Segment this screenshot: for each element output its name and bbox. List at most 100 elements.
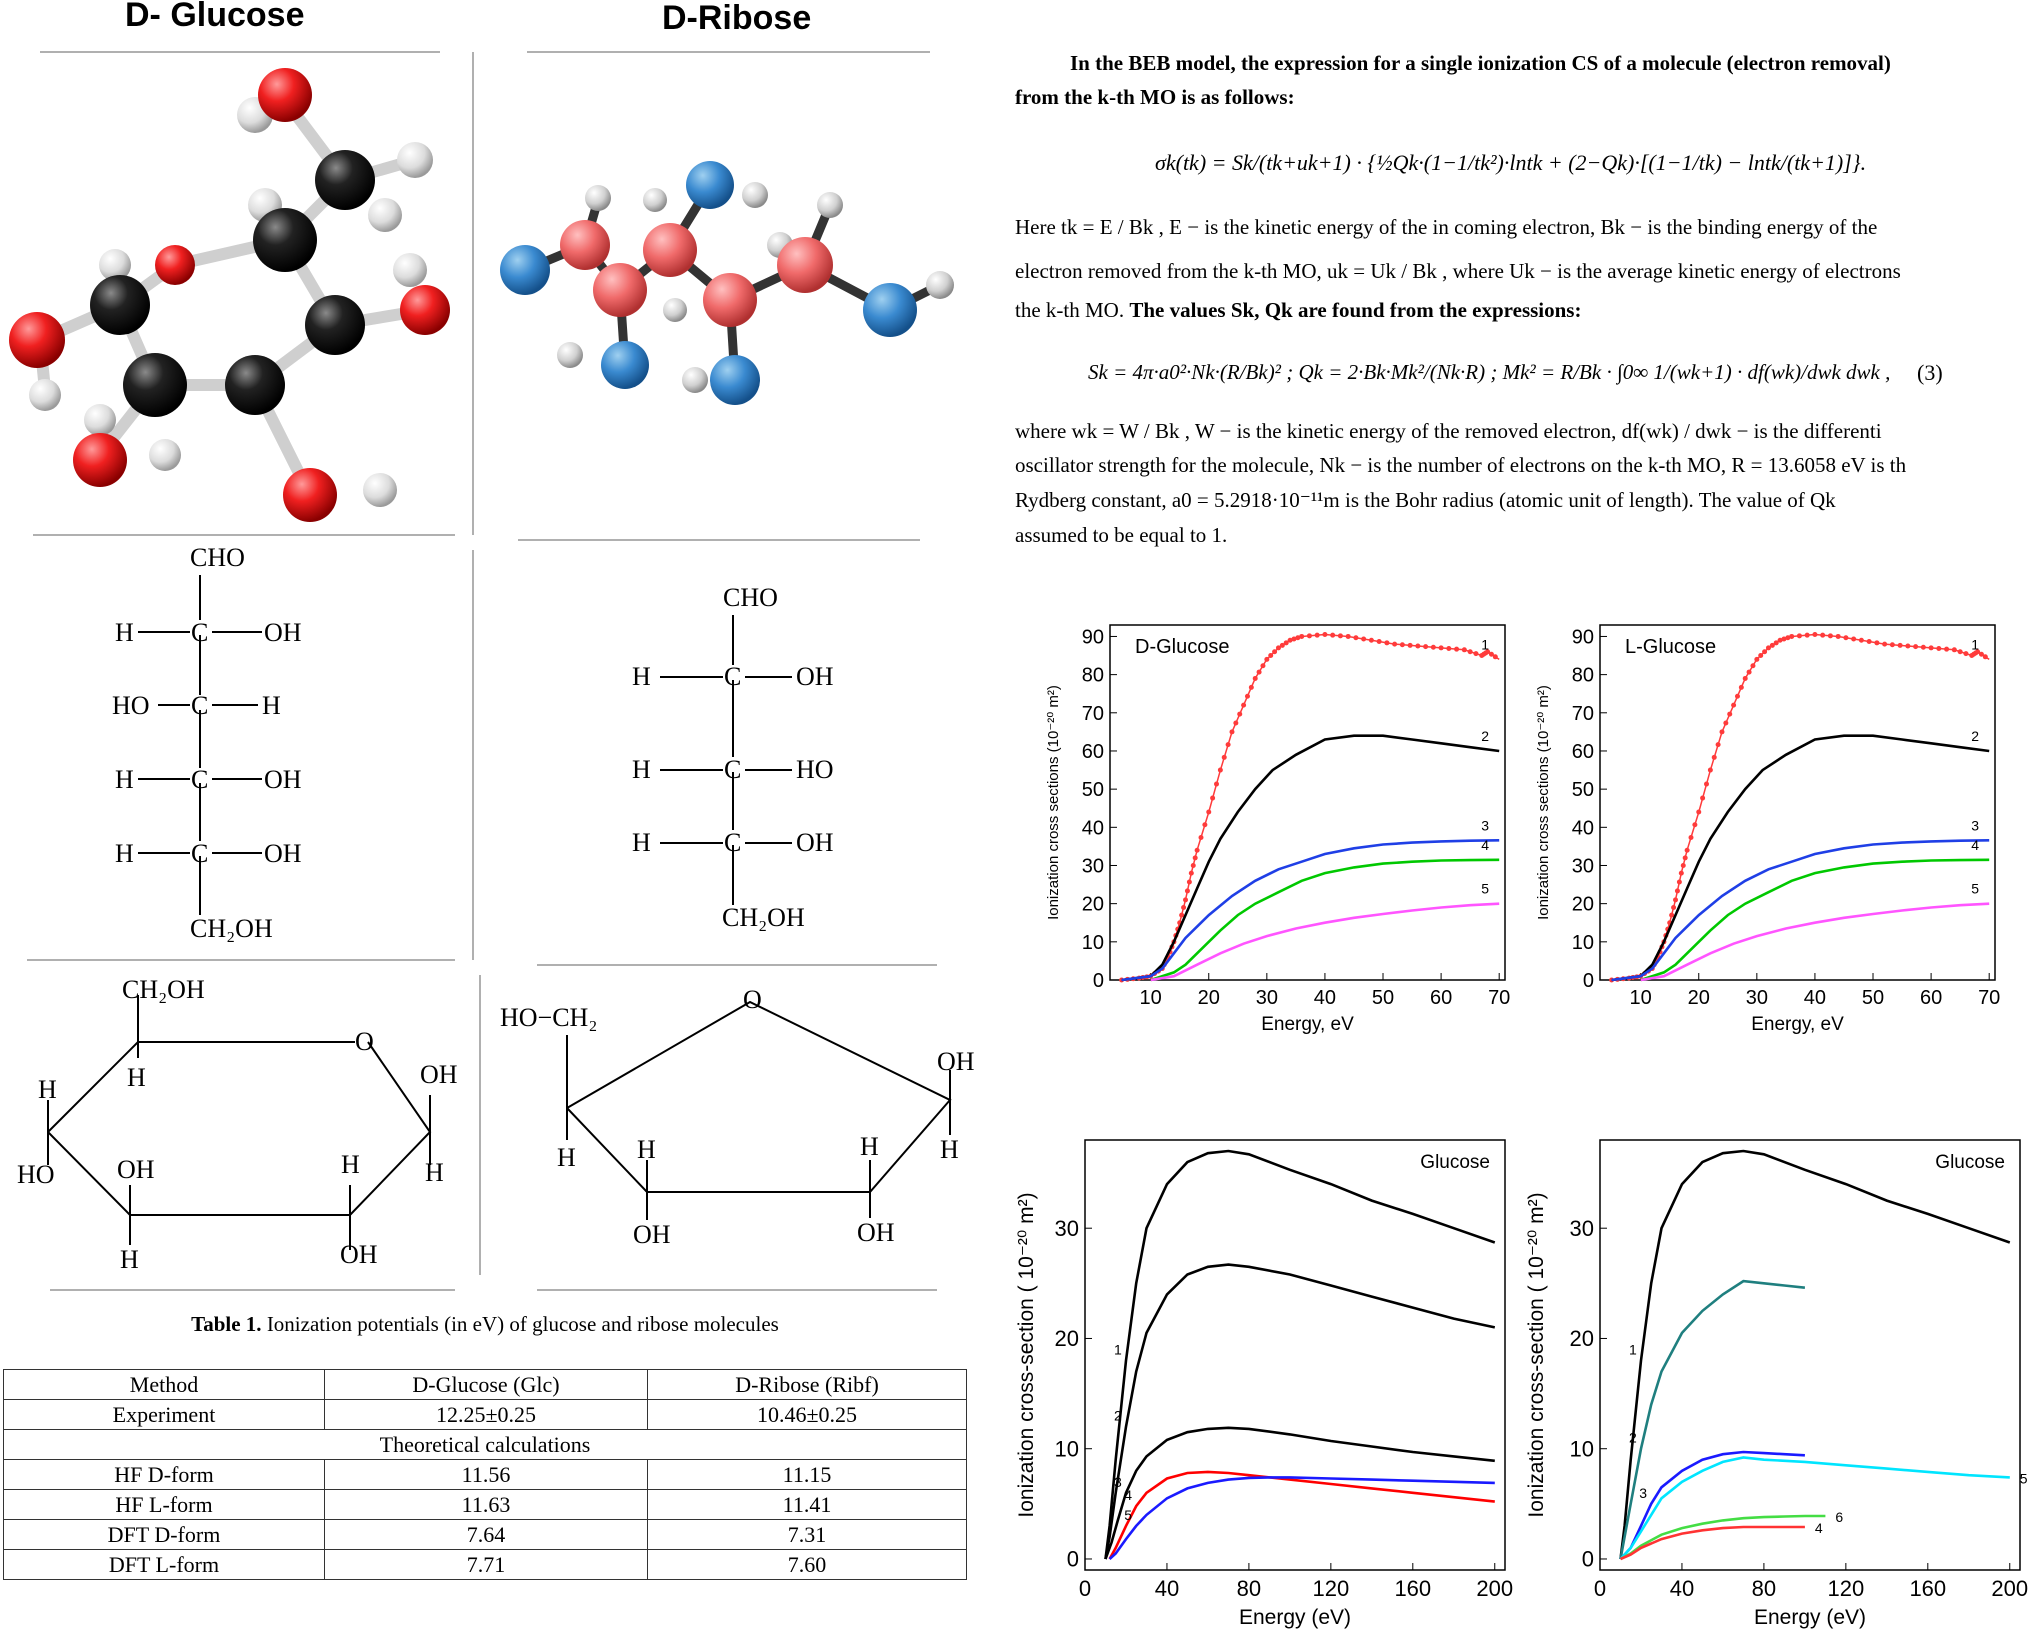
series-point xyxy=(1415,643,1421,649)
ribose-fischer-c3: C xyxy=(724,828,742,857)
series-point xyxy=(1889,642,1895,648)
series-label-5: 5 xyxy=(2020,1470,2028,1486)
series-label-5: 5 xyxy=(1481,881,1489,897)
series-label-3: 3 xyxy=(1639,1485,1647,1501)
series-point xyxy=(1688,834,1694,840)
series-point xyxy=(1858,637,1864,643)
table-row: HF D-form 11.56 11.15 xyxy=(3,1459,967,1490)
series-point xyxy=(1399,642,1405,648)
where-para-line3: Rydberg constant, a0 = 5.2918·10⁻¹¹m is … xyxy=(1015,488,1836,512)
y-tick-label: 10 xyxy=(1055,1436,1079,1461)
beb-para-line1: In the BEB model, the expression for a s… xyxy=(1070,51,1891,75)
x-axis-label: Energy (eV) xyxy=(1754,1606,1866,1629)
ribose-fischer-oh3: OH xyxy=(796,828,834,857)
series-point xyxy=(1213,781,1219,787)
series-point xyxy=(1765,645,1771,651)
series-point xyxy=(1723,720,1729,726)
series-point xyxy=(1237,711,1243,717)
x-tick-label: 70 xyxy=(1978,987,2000,1009)
table-cell: 12.25±0.25 xyxy=(324,1399,648,1430)
series-point xyxy=(1190,862,1196,868)
chart-l-glucose: 10 20 30 40 50 60 70 0 10 20 30 40 50 60 70 80 90 Energy,… xyxy=(1535,624,2000,1035)
glucose-ring-oh-br: OH xyxy=(340,1240,378,1269)
glucose-fischer-c4: C xyxy=(191,839,209,868)
y-tick-label: 90 xyxy=(1572,626,1594,648)
series-point xyxy=(1179,912,1185,918)
ribose-ring-lines xyxy=(566,1000,952,1220)
series-label-2: 2 xyxy=(1114,1408,1122,1424)
series-point xyxy=(1407,642,1413,648)
series-point xyxy=(1711,754,1717,760)
series-point xyxy=(1353,635,1359,641)
series-point xyxy=(1361,636,1367,642)
table-header-cell: D-Ribose (Ribf) xyxy=(647,1369,967,1400)
series-point xyxy=(1777,637,1783,643)
ribose-fischer-cho: CHO xyxy=(723,583,778,612)
x-tick-label: 60 xyxy=(1430,987,1452,1009)
series-point xyxy=(1233,720,1239,726)
table-cell: 11.56 xyxy=(324,1459,648,1490)
ionization-table: Method D-Glucose (Glc) D-Ribose (Ribf) E… xyxy=(3,1369,967,1580)
series-point xyxy=(1295,635,1301,641)
where-para-line1: where wk = W / Bk , W − is the kinetic e… xyxy=(1015,419,1882,443)
x-tick-label: 120 xyxy=(1312,1576,1349,1601)
series-point xyxy=(1283,640,1289,646)
table-header-cell: Method xyxy=(3,1369,325,1400)
series-line-4 xyxy=(1640,858,1990,982)
glucose-ring-ho-left: HO xyxy=(17,1160,55,1189)
ribose-ring-oh-br: OH xyxy=(857,1218,895,1247)
x-axis-label: Energy, eV xyxy=(1261,1014,1354,1035)
beb-para-line2: from the k-th MO is as follows: xyxy=(1015,85,1295,109)
y-tick-label: 60 xyxy=(1082,741,1104,763)
series-point xyxy=(1217,767,1223,773)
series-point xyxy=(1184,888,1190,894)
x-tick-label: 50 xyxy=(1372,987,1394,1009)
y-tick-label: 80 xyxy=(1572,665,1594,687)
glucose-ring-h-right: H xyxy=(425,1158,444,1187)
series-point xyxy=(1754,656,1760,662)
x-tick-label: 40 xyxy=(1670,1576,1694,1601)
series-label-3: 3 xyxy=(1114,1474,1122,1490)
series-point xyxy=(1920,644,1926,650)
series-point xyxy=(1202,822,1208,828)
series-point xyxy=(1322,632,1328,638)
series-point xyxy=(1210,795,1216,801)
glucose-fischer-c3: C xyxy=(191,765,209,794)
x-tick-label: 120 xyxy=(1827,1576,1864,1601)
chart-glucose-a: 0 40 80 120 160 200 0 10 20 30 Energy (eV) Ionizati… xyxy=(1015,1139,1513,1629)
series-label-5: 5 xyxy=(1124,1507,1132,1523)
table-section-cell: Theoretical calculations xyxy=(3,1429,967,1460)
series-line-4 xyxy=(1150,858,1500,982)
y-tick-label: 60 xyxy=(1572,741,1594,763)
series-point xyxy=(1467,649,1473,655)
series-label-5: 5 xyxy=(1971,881,1979,897)
series-point xyxy=(1975,649,1981,655)
series-point xyxy=(1827,633,1833,639)
table-row: Experiment 12.25±0.25 10.46±0.25 xyxy=(3,1399,967,1430)
series-point xyxy=(1680,862,1686,868)
series-point xyxy=(1279,642,1285,648)
series-point xyxy=(1248,684,1254,690)
series-line-5 xyxy=(1150,902,1500,982)
y-tick-label: 50 xyxy=(1082,779,1104,801)
glucose-fischer-h2: H xyxy=(262,691,281,720)
series-point xyxy=(1485,649,1491,655)
x-tick-label: 20 xyxy=(1198,987,1220,1009)
series-point xyxy=(1874,640,1880,646)
here-para-line2: electron removed from the k-th MO, uk = … xyxy=(1015,259,1901,283)
series-point xyxy=(1731,702,1737,708)
x-axis-label: Energy, eV xyxy=(1751,1014,1844,1035)
series-point xyxy=(1719,729,1725,735)
series-point xyxy=(1843,635,1849,641)
series-point xyxy=(1758,653,1764,659)
series-point xyxy=(1692,822,1698,828)
y-axis-label: Ionization cross-section ( 10⁻²⁰ m²) xyxy=(1525,1192,1548,1517)
figure-grid-lines xyxy=(27,51,937,1291)
series-point xyxy=(1345,633,1351,639)
plot-frame xyxy=(1599,1139,2021,1571)
ribose-fischer-lines xyxy=(660,615,792,905)
x-tick-label: 40 xyxy=(1155,1576,1179,1601)
series-point xyxy=(1306,633,1312,639)
series-point xyxy=(1928,645,1934,651)
plot-frame xyxy=(1599,624,1996,981)
